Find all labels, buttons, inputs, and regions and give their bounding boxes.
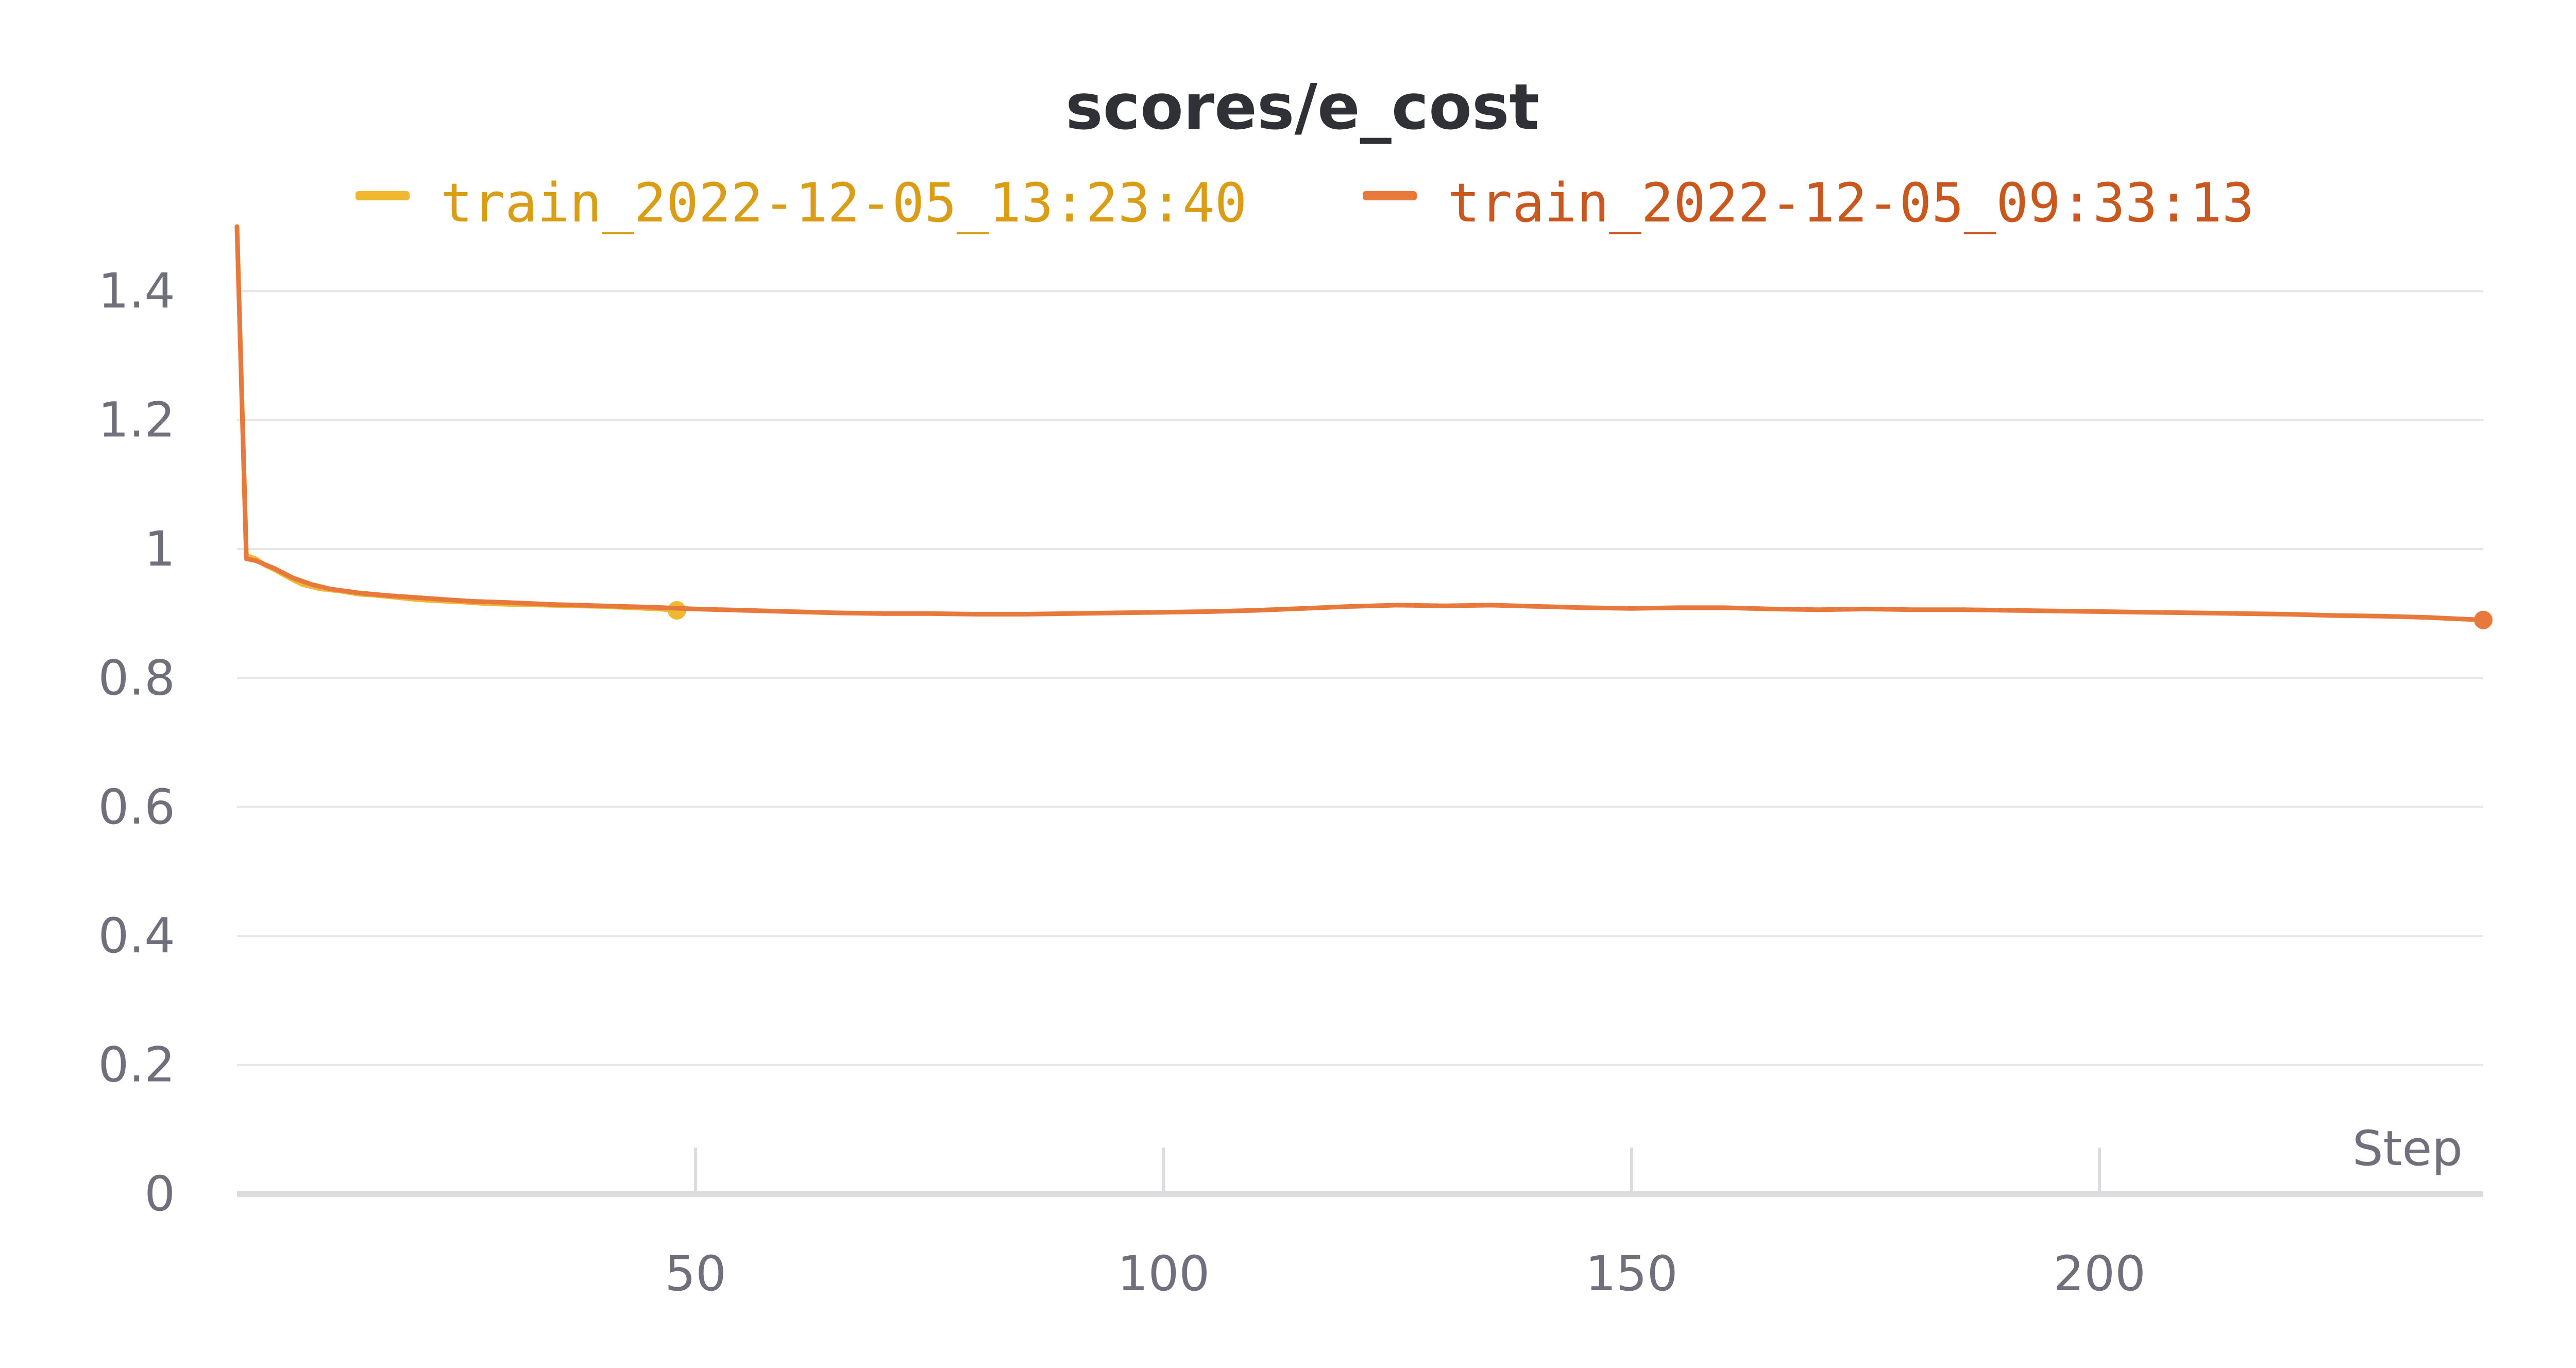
x-tick-label: 200	[2053, 1246, 2145, 1302]
x-axis-label: Step	[2352, 1121, 2463, 1177]
y-tick-label: 1.2	[98, 392, 176, 449]
y-tick-label: 0.2	[98, 1037, 176, 1093]
chart-title: scores/e_cost	[1065, 71, 1539, 144]
series-line-2	[234, 224, 2486, 623]
legend-label: train_2022-12-05_09:33:13	[1448, 172, 2254, 234]
y-tick-label: 0.4	[98, 908, 176, 964]
series-line-1	[234, 224, 680, 613]
y-tick-label: 0.6	[98, 779, 176, 835]
x-axis: 50 100 150 200	[237, 1148, 2483, 1302]
x-tick-label: 50	[665, 1246, 726, 1302]
legend-swatch	[1363, 191, 1417, 200]
y-tick-label: 1.4	[98, 263, 176, 319]
y-tick-label: 0	[144, 1166, 175, 1222]
series-end-point-2	[2474, 610, 2493, 629]
y-axis: 0 0.2 0.4 0.6 0.8 1 1.2 1.4	[98, 263, 176, 1222]
series-layer	[234, 224, 2493, 629]
legend-swatch	[355, 191, 410, 200]
grid-lines	[237, 290, 2483, 1066]
x-tick-label: 100	[1117, 1246, 1210, 1302]
legend: train_2022-12-05_13:23:40 train_2022-12-0…	[355, 172, 2254, 234]
x-tick-label: 150	[1585, 1246, 1677, 1302]
y-tick-label: 0.8	[98, 650, 176, 706]
y-tick-label: 1	[144, 521, 175, 577]
legend-label: train_2022-12-05_13:23:40	[440, 172, 1247, 234]
